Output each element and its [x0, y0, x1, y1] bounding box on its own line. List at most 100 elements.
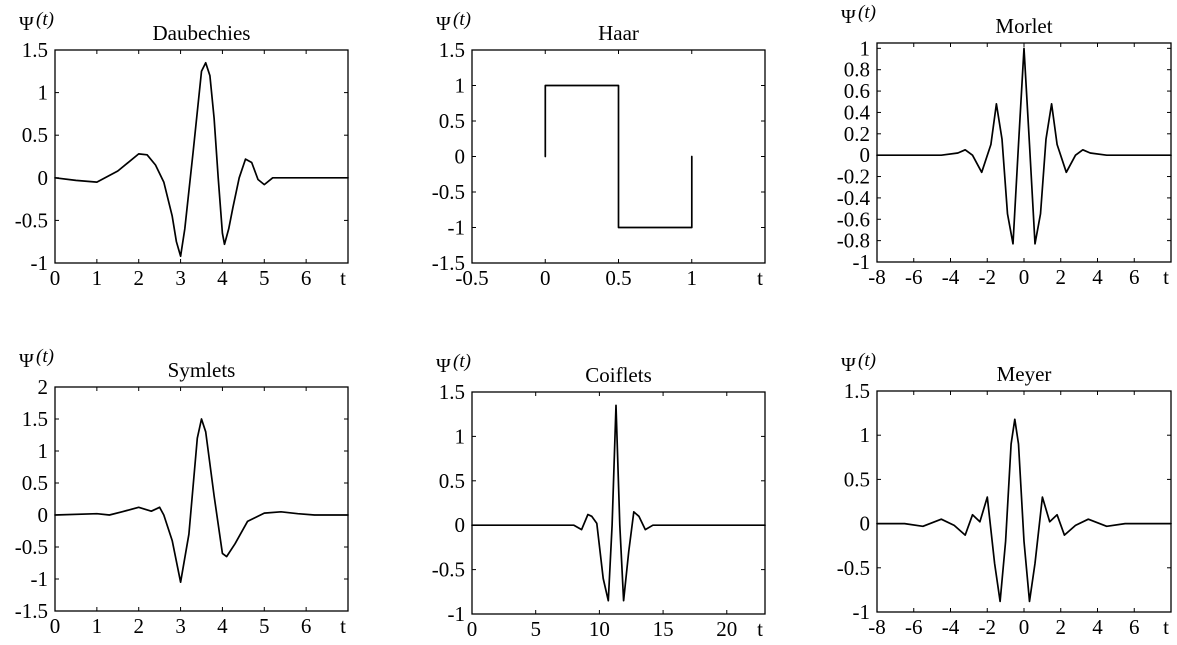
coiflets-wavelet-curve [471, 404, 766, 602]
morlet-xtick-label: -2 [979, 265, 997, 289]
meyer-xtick-label: -6 [905, 615, 923, 639]
daubechies-ytick-label: 1.5 [22, 38, 48, 62]
symlets-ylabel-psi: Ψ [19, 350, 34, 372]
morlet-ylabel-psi: Ψ [841, 6, 856, 28]
symlets-xtick-label: 6 [301, 614, 312, 638]
coiflets-axes-frame [471, 391, 766, 615]
symlets-xtick-label: 3 [175, 614, 186, 638]
daubechies-ytick-label: -0.5 [15, 208, 48, 232]
symlets-xtick-label: 5 [259, 614, 270, 638]
daubechies-ytick-label: 0.5 [22, 123, 48, 147]
coiflets-xtick-label: 10 [589, 617, 610, 641]
coiflets-ylabel-psi: Ψ [436, 355, 451, 377]
meyer-xtick-label: -2 [979, 615, 997, 639]
haar-xtick-label: 0.5 [605, 266, 631, 290]
meyer-xtick-label: 0 [1019, 615, 1030, 639]
haar-xtick-label: 0 [540, 266, 551, 290]
daubechies-ylabel-arg: (t) [36, 9, 54, 30]
morlet-xlabel: t [1163, 265, 1169, 289]
symlets-ytick-label: 0 [38, 503, 49, 527]
meyer-panel: Meyer Ψ (t) -8 -6 -4 -2 0 2 4 6 t 1.5 1 0.5 0 -0.5 -1 [837, 350, 1172, 639]
morlet-ytick-label: 0 [860, 143, 871, 167]
morlet-xtick-label: -8 [868, 265, 886, 289]
coiflets-xtick-label: 5 [530, 617, 541, 641]
haar-title: Haar [598, 21, 639, 45]
morlet-xtick-label: -4 [942, 265, 960, 289]
daubechies-axes-frame [54, 49, 349, 264]
coiflets-ytick-label: 0 [455, 513, 466, 537]
symlets-xtick-label: 4 [217, 614, 228, 638]
symlets-ylabel-arg: (t) [36, 346, 54, 367]
symlets-xtick-label: 2 [133, 614, 144, 638]
morlet-xtick-label: -6 [905, 265, 923, 289]
haar-ytick-label: 0 [455, 145, 466, 169]
coiflets-xlabel: t [757, 617, 763, 641]
meyer-wavelet-curve [876, 418, 1172, 603]
daubechies-xtick-label: 5 [259, 266, 270, 290]
daubechies-xtick-label: 1 [92, 266, 103, 290]
haar-ytick-label: -1 [448, 216, 466, 240]
coiflets-ytick-label: -1 [448, 602, 466, 626]
meyer-ytick-label: 1 [860, 423, 871, 447]
morlet-ytick-label: 1 [860, 36, 871, 60]
meyer-ylabel-arg: (t) [858, 350, 876, 371]
daubechies-panel: Daubechies Ψ (t) 0 1 2 3 4 5 6 t 1.5 1 0.5 0 -0.5 -1 [15, 9, 349, 290]
meyer-xtick-label: 6 [1129, 615, 1140, 639]
daubechies-ytick-label: 0 [38, 166, 49, 190]
haar-ytick-label: 1 [455, 74, 466, 98]
symlets-ytick-label: 0.5 [22, 471, 48, 495]
symlets-title: Symlets [168, 358, 236, 382]
meyer-ytick-label: 1.5 [844, 379, 870, 403]
meyer-xtick-label: -8 [868, 615, 886, 639]
morlet-ytick-label: -0.6 [837, 207, 870, 231]
morlet-ytick-label: 0.4 [844, 100, 871, 124]
symlets-xtick-label: 1 [92, 614, 103, 638]
symlets-wavelet-curve [54, 418, 349, 584]
morlet-ytick-label: -1 [853, 250, 871, 274]
daubechies-title: Daubechies [153, 21, 251, 45]
haar-xtick-label: -0.5 [455, 266, 488, 290]
coiflets-xtick-label: 15 [653, 617, 674, 641]
morlet-axes-frame [876, 42, 1172, 263]
symlets-ytick-label: -1 [31, 567, 49, 591]
haar-xlabel: t [757, 266, 763, 290]
coiflets-xtick-label: 20 [716, 617, 737, 641]
daubechies-xtick-label: 3 [175, 266, 186, 290]
coiflets-ytick-label: 1 [455, 424, 466, 448]
symlets-ytick-label: -1.5 [15, 599, 48, 623]
haar-xtick-label: 1 [687, 266, 698, 290]
morlet-wavelet-curve [876, 47, 1172, 245]
symlets-ytick-label: 1.5 [22, 407, 48, 431]
morlet-ytick-label: -0.2 [837, 165, 870, 189]
symlets-axes-frame [54, 386, 349, 612]
symlets-ytick-label: -0.5 [15, 535, 48, 559]
meyer-title: Meyer [997, 362, 1052, 386]
morlet-xtick-label: 0 [1019, 265, 1030, 289]
symlets-ytick-label: 2 [38, 375, 49, 399]
symlets-xlabel: t [340, 614, 346, 638]
daubechies-xtick-label: 2 [133, 266, 144, 290]
coiflets-ytick-label: 1.5 [439, 380, 465, 404]
morlet-ytick-label: -0.4 [837, 186, 871, 210]
meyer-xlabel: t [1163, 615, 1169, 639]
symlets-ytick-label: 1 [38, 439, 49, 463]
meyer-ytick-label: -0.5 [837, 556, 870, 580]
coiflets-title: Coiflets [585, 363, 652, 387]
morlet-ytick-label: 0.8 [844, 58, 870, 82]
daubechies-wavelet-curve [54, 61, 349, 258]
coiflets-ylabel-arg: (t) [453, 351, 471, 372]
haar-ylabel-arg: (t) [453, 9, 471, 30]
morlet-title: Morlet [995, 14, 1052, 38]
daubechies-xtick-label: 0 [50, 266, 61, 290]
morlet-ytick-label: 0.2 [844, 122, 870, 146]
morlet-ytick-label: -0.8 [837, 229, 870, 253]
morlet-xtick-label: 4 [1092, 265, 1103, 289]
symlets-panel: Symlets Ψ (t) 0 1 2 3 4 5 6 t 2 1.5 1 0.5 0 -0.5 -1 -1.5 [15, 346, 349, 638]
daubechies-ytick-label: 1 [38, 81, 49, 105]
haar-ytick-label: 0.5 [439, 109, 465, 133]
coiflets-panel: Coiflets Ψ (t) 0 5 10 15 20 t 1.5 1 0.5 0 -0.5 -1 [432, 351, 766, 641]
haar-ytick-label: -0.5 [432, 180, 465, 204]
symlets-xtick-label: 0 [50, 614, 61, 638]
